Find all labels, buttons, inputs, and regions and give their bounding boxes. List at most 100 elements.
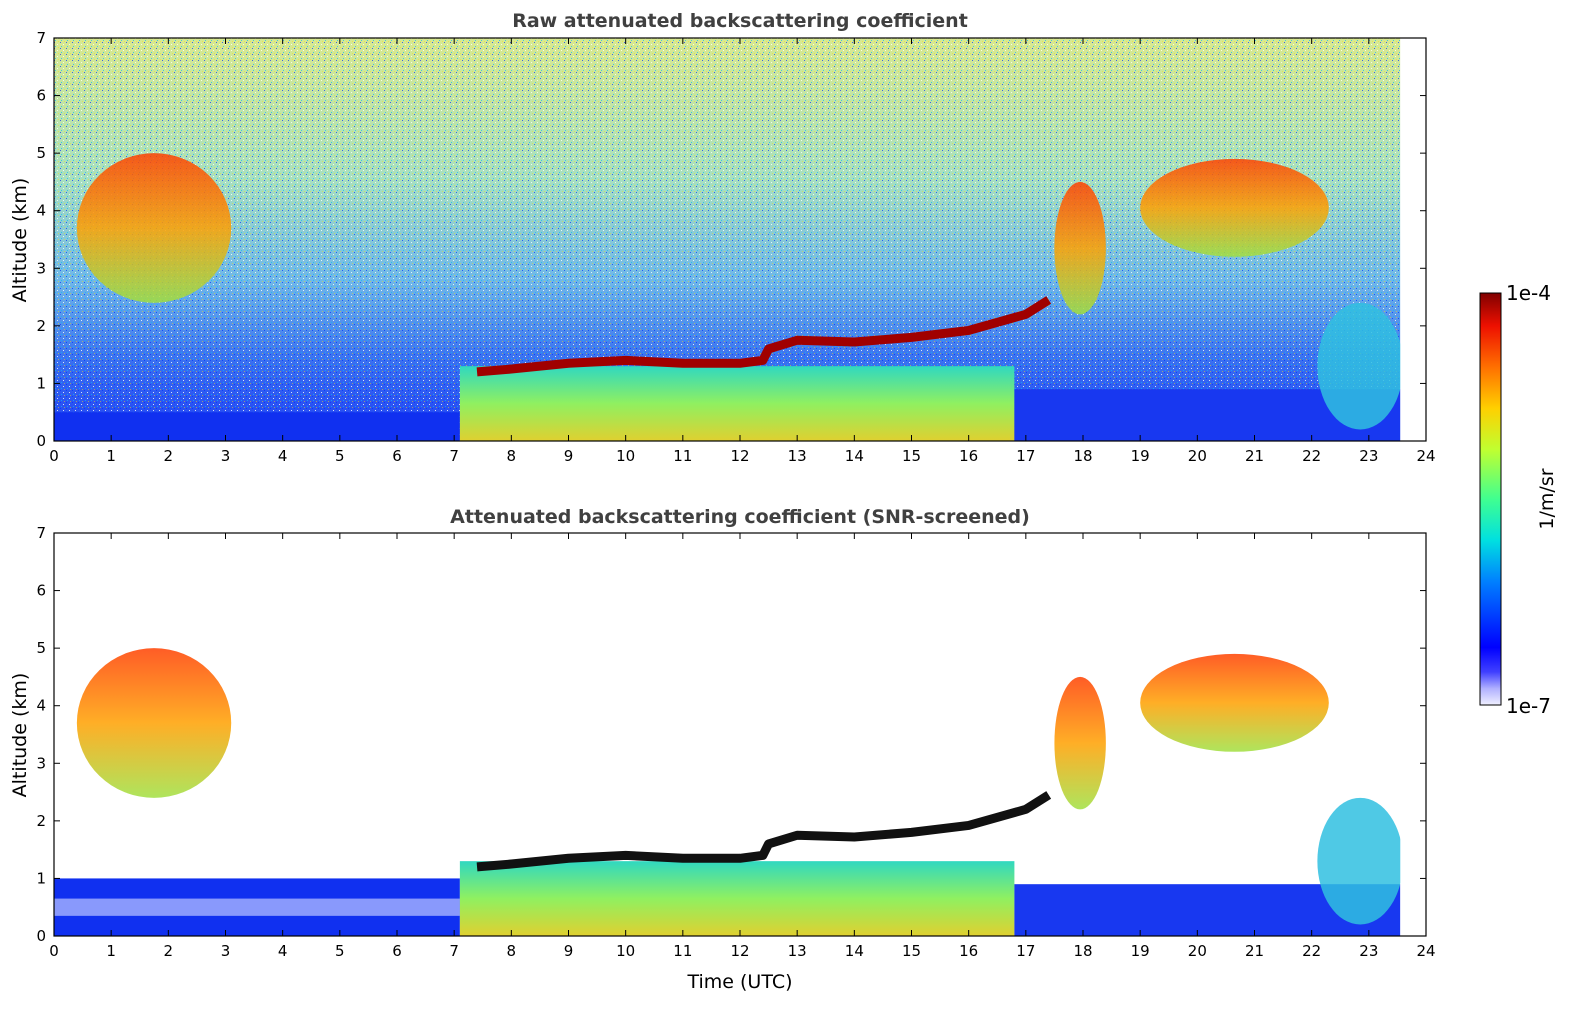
y-tick-label: 2 [36,812,46,830]
x-tick-label: 20 [1188,447,1207,465]
cloud-region [76,648,232,798]
x-tick-label: 16 [959,942,978,960]
cloud-region [1317,302,1404,430]
x-tick-label: 7 [449,942,459,960]
x-tick-label: 11 [673,447,692,465]
y-tick-label: 3 [36,754,46,772]
no-data-region [1400,38,1426,441]
raw-panel-title: Raw attenuated backscattering coefficien… [512,10,968,32]
x-tick-label: 12 [730,447,749,465]
x-tick-label: 3 [221,447,231,465]
y-tick-label: 6 [36,87,46,105]
x-tick-label: 8 [507,447,517,465]
x-tick-label: 13 [788,942,807,960]
x-tick-label: 15 [902,942,921,960]
x-tick-label: 21 [1245,447,1264,465]
x-tick-label: 16 [959,447,978,465]
x-tick-label: 24 [1416,447,1435,465]
x-tick-label: 17 [1016,447,1035,465]
surface-aerosol-layer [54,412,460,441]
cloud-region [1317,797,1404,925]
screened-heatmap [54,533,1426,936]
x-tick-label: 9 [564,447,574,465]
cloud-region [76,153,232,303]
boundary-layer [459,366,1015,441]
cloud-region [1054,181,1106,315]
x-tick-label: 19 [1131,447,1150,465]
y-tick-label: 3 [36,259,46,277]
no-data-region [1400,533,1426,936]
colorbar-gradient [1479,292,1502,706]
x-tick-label: 15 [902,447,921,465]
x-tick-label: 14 [845,942,864,960]
x-tick-label: 11 [673,942,692,960]
screened-axis-ticks: 0 1 2 3 4 5 6 7 8 9 10 11 12 13 14 15 16 17 18 19 20 21 22 23 24… [36,524,1435,960]
x-tick-label: 19 [1131,942,1150,960]
y-tick-label: 1 [36,869,46,887]
y-tick-label: 7 [36,524,46,542]
y-tick-label: 1 [36,374,46,392]
colorbar-max-label: 1e-4 [1506,281,1551,305]
x-tick-label: 18 [1073,447,1092,465]
x-tick-label: 5 [335,447,345,465]
y-tick-label: 5 [36,639,46,657]
y-tick-label: 6 [36,582,46,600]
screened-backscatter-panel: Attenuated backscattering coefficient (S… [9,506,1436,993]
x-tick-label: 1 [106,942,116,960]
colorbar-min-label: 1e-7 [1506,694,1551,718]
screened-y-axis-label: Altitude (km) [9,673,31,798]
y-tick-label: 0 [36,927,46,945]
x-tick-label: 4 [278,942,288,960]
noise-warm-region [419,38,1083,182]
x-tick-label: 4 [278,447,288,465]
y-tick-label: 4 [36,697,46,715]
x-tick-label: 18 [1073,942,1092,960]
x-tick-label: 13 [788,447,807,465]
x-tick-label: 1 [106,447,116,465]
x-tick-label: 24 [1416,942,1435,960]
x-tick-label: 6 [392,942,402,960]
x-tick-label: 0 [49,447,59,465]
x-tick-label: 2 [164,942,174,960]
y-tick-label: 7 [36,29,46,47]
y-tick-label: 4 [36,202,46,220]
x-tick-label: 5 [335,942,345,960]
x-tick-label: 12 [730,942,749,960]
x-tick-label: 2 [164,447,174,465]
x-axis-label: Time (UTC) [686,971,792,993]
surface-aerosol-band [54,898,460,916]
raw-backscatter-panel: Raw attenuated backscattering coefficien… [9,10,1436,465]
screened-panel-title: Attenuated backscattering coefficient (S… [450,506,1030,528]
x-tick-label: 20 [1188,942,1207,960]
x-tick-label: 17 [1016,942,1035,960]
x-tick-label: 21 [1245,942,1264,960]
boundary-layer-top [476,791,1052,872]
boundary-layer [459,861,1015,936]
raw-axis-ticks: 0 1 2 3 4 5 6 7 8 9 10 11 12 13 14 15 16 17 18 19 20 21 22 23 24… [36,29,1435,465]
x-tick-label: 22 [1302,447,1321,465]
y-tick-label: 0 [36,432,46,450]
x-tick-label: 8 [507,942,517,960]
x-tick-label: 23 [1359,447,1378,465]
boundary-layer-top [476,296,1052,377]
x-tick-label: 10 [616,942,635,960]
cloud-region [1054,676,1106,810]
x-tick-label: 0 [49,942,59,960]
cloud-region [1140,158,1329,257]
raw-y-axis-label: Altitude (km) [9,178,31,303]
x-tick-label: 9 [564,942,574,960]
x-tick-label: 10 [616,447,635,465]
colorbar-units-label: 1/m/sr [1536,468,1558,529]
x-tick-label: 22 [1302,942,1321,960]
cloud-region [1140,653,1329,752]
y-tick-label: 5 [36,144,46,162]
x-tick-label: 3 [221,942,231,960]
colorbar: 1e-4 1e-7 1/m/sr [1479,281,1558,718]
x-tick-label: 6 [392,447,402,465]
raw-heatmap [54,38,1426,441]
x-tick-label: 14 [845,447,864,465]
x-tick-label: 7 [449,447,459,465]
x-tick-label: 23 [1359,942,1378,960]
y-tick-label: 2 [36,317,46,335]
